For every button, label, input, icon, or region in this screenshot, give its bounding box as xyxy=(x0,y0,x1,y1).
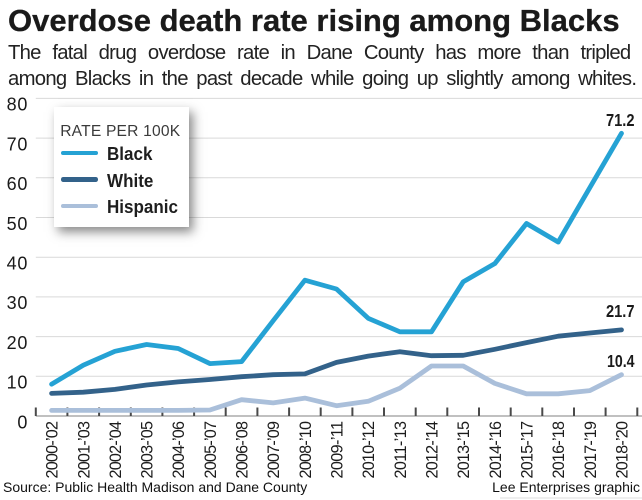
svg-text:2006-’08: 2006-’08 xyxy=(234,421,252,479)
svg-text:2011-’13: 2011-’13 xyxy=(392,421,410,479)
svg-text:2016-’18: 2016-’18 xyxy=(550,421,568,479)
svg-text:2012-’14: 2012-’14 xyxy=(424,421,442,479)
svg-text:2013-’15: 2013-’15 xyxy=(455,421,473,479)
svg-text:60: 60 xyxy=(7,174,29,194)
svg-text:71.2: 71.2 xyxy=(606,110,635,130)
svg-text:10.4: 10.4 xyxy=(607,351,635,371)
svg-text:10: 10 xyxy=(7,373,29,393)
svg-text:0: 0 xyxy=(17,412,28,432)
svg-text:40: 40 xyxy=(7,254,29,274)
svg-text:2009-’11: 2009-’11 xyxy=(329,421,347,479)
svg-text:30: 30 xyxy=(7,293,29,313)
svg-text:80: 80 xyxy=(7,95,29,115)
svg-text:2002-’04: 2002-’04 xyxy=(107,421,125,479)
svg-text:70: 70 xyxy=(7,134,29,154)
svg-text:2014-’16: 2014-’16 xyxy=(487,421,505,479)
svg-text:50: 50 xyxy=(7,214,29,234)
svg-text:2018-’20: 2018-’20 xyxy=(614,421,632,479)
svg-text:2001-’03: 2001-’03 xyxy=(75,421,93,479)
svg-text:2017-’19: 2017-’19 xyxy=(582,421,600,479)
svg-text:2000-’02: 2000-’02 xyxy=(44,421,62,479)
svg-text:2010-’12: 2010-’12 xyxy=(360,421,378,479)
svg-text:20: 20 xyxy=(7,333,29,353)
svg-text:2004-’06: 2004-’06 xyxy=(170,421,188,479)
svg-text:21.7: 21.7 xyxy=(606,301,635,321)
svg-text:2005-’07: 2005-’07 xyxy=(202,421,220,479)
svg-text:2008-’10: 2008-’10 xyxy=(297,421,315,479)
svg-text:2003-’05: 2003-’05 xyxy=(139,421,157,479)
svg-text:2015-’17: 2015-’17 xyxy=(519,421,537,479)
svg-text:2007-’09: 2007-’09 xyxy=(265,421,283,479)
